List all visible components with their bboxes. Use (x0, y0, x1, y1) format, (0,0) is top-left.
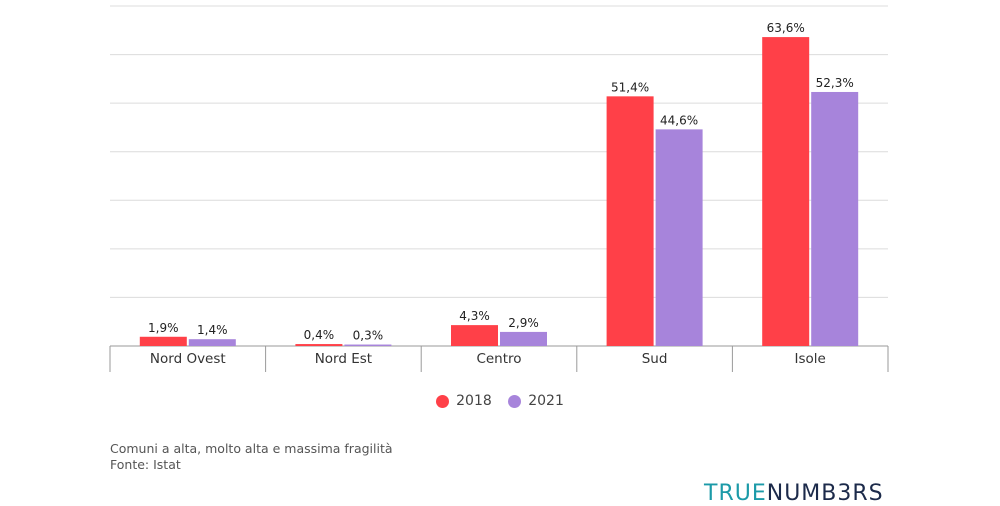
data-label-2018-4: 63,6% (767, 21, 805, 35)
bar-2021-2 (500, 331, 547, 346)
data-label-2021-2: 2,9% (508, 316, 539, 330)
bar-2018-3 (606, 96, 654, 346)
data-label-2021-0: 1,4% (197, 323, 228, 337)
legend-label-2021: 2021 (528, 393, 564, 409)
bar-2018-1 (295, 344, 343, 346)
legend-swatch-2018 (436, 394, 450, 408)
bar-2021-1 (344, 344, 392, 346)
legend: 2018 2021 (0, 393, 1000, 412)
caption-description: Comuni a alta, molto alta e massima frag… (110, 441, 393, 456)
caption-source: Fonte: Istat (110, 457, 181, 472)
bar-2021-3 (655, 129, 703, 346)
bar-2021-0 (188, 339, 236, 346)
brand-logo: TRUENUMB3RS (704, 481, 884, 506)
legend-item-2018[interactable]: 2018 (436, 393, 492, 409)
data-label-2018-2: 4,3% (459, 309, 490, 323)
legend-item-2021[interactable]: 2021 (508, 393, 564, 409)
data-label-2021-4: 52,3% (816, 76, 854, 90)
bar-2021-4 (811, 91, 859, 346)
legend-label-2018: 2018 (456, 393, 492, 409)
category-label-1: Nord Est (315, 351, 372, 367)
legend-swatch-2021 (508, 394, 522, 408)
data-label-2018-1: 0,4% (304, 328, 335, 342)
bar-2018-4 (762, 37, 810, 346)
data-label-2018-3: 51,4% (611, 80, 649, 94)
logo-part-numbers: NUMB3RS (766, 481, 884, 506)
bar-2018-2 (451, 325, 498, 346)
chart-caption: Comuni a alta, molto alta e massima frag… (110, 441, 393, 473)
category-label-2: Centro (476, 351, 521, 367)
data-label-2018-0: 1,9% (148, 321, 179, 335)
data-label-2021-3: 44,6% (660, 113, 698, 127)
logo-part-true: TRUE (704, 481, 767, 506)
category-label-3: Sud (642, 351, 668, 367)
category-label-4: Isole (795, 351, 826, 367)
category-label-0: Nord Ovest (150, 351, 226, 367)
data-label-2021-1: 0,3% (353, 329, 384, 343)
bar-2018-0 (139, 336, 187, 346)
